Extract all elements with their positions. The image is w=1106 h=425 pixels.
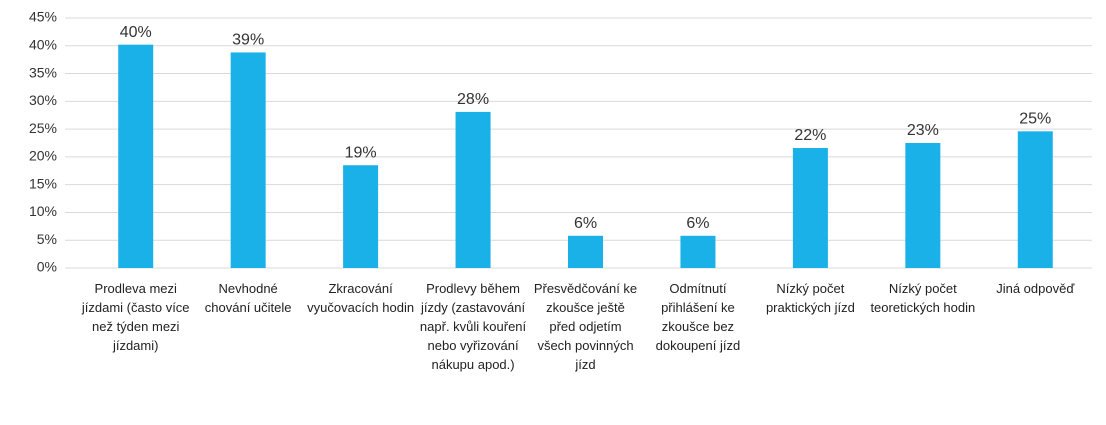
value-label: 28% (457, 91, 489, 108)
y-tick-label: 30% (29, 92, 57, 108)
value-label: 25% (1019, 111, 1051, 128)
value-label: 23% (907, 122, 939, 139)
y-tick-label: 15% (29, 175, 57, 191)
x-tick-label: Nevhodné chování učitele (204, 281, 292, 315)
y-tick-label: 35% (29, 64, 57, 80)
bar (1017, 131, 1053, 268)
value-label: 6% (686, 215, 709, 232)
x-tick-label: Zkracování vyučovacích hodin (307, 281, 415, 315)
bar (230, 52, 266, 268)
y-tick-label: 20% (29, 148, 57, 164)
bar (680, 235, 716, 268)
x-tick-label: Jiná odpověď (996, 281, 1075, 296)
y-tick-label: 5% (37, 231, 57, 247)
x-tick-label: Přesvědčování ke zkoušce ještě před odje… (533, 281, 638, 372)
y-tick-label: 45% (29, 9, 57, 25)
bar (455, 111, 491, 268)
x-tick-label: Nízký počet praktických jízd (765, 281, 855, 315)
bar (343, 165, 379, 268)
y-tick-label: 0% (37, 259, 57, 275)
value-label: 22% (794, 127, 826, 144)
x-tick-label: Nízký počet teoretických hodin (870, 281, 976, 315)
bar (118, 44, 154, 268)
bar (792, 148, 828, 268)
bar (905, 143, 941, 268)
value-label: 19% (345, 144, 377, 161)
value-label: 40% (120, 24, 152, 41)
y-tick-label: 10% (29, 203, 57, 219)
value-label: 39% (232, 32, 264, 49)
x-tick-label: Prodleva mezi jízdami (často více než tý… (81, 281, 190, 353)
bar (568, 235, 603, 268)
y-tick-label: 40% (29, 36, 57, 52)
value-label: 6% (574, 215, 597, 232)
x-tick-label: Prodlevy během jízdy (zastavování např. … (419, 281, 527, 372)
y-tick-label: 25% (29, 120, 57, 136)
x-tick-label: Odmítnutí přihlášení ke zkoušce bez doko… (655, 281, 741, 353)
